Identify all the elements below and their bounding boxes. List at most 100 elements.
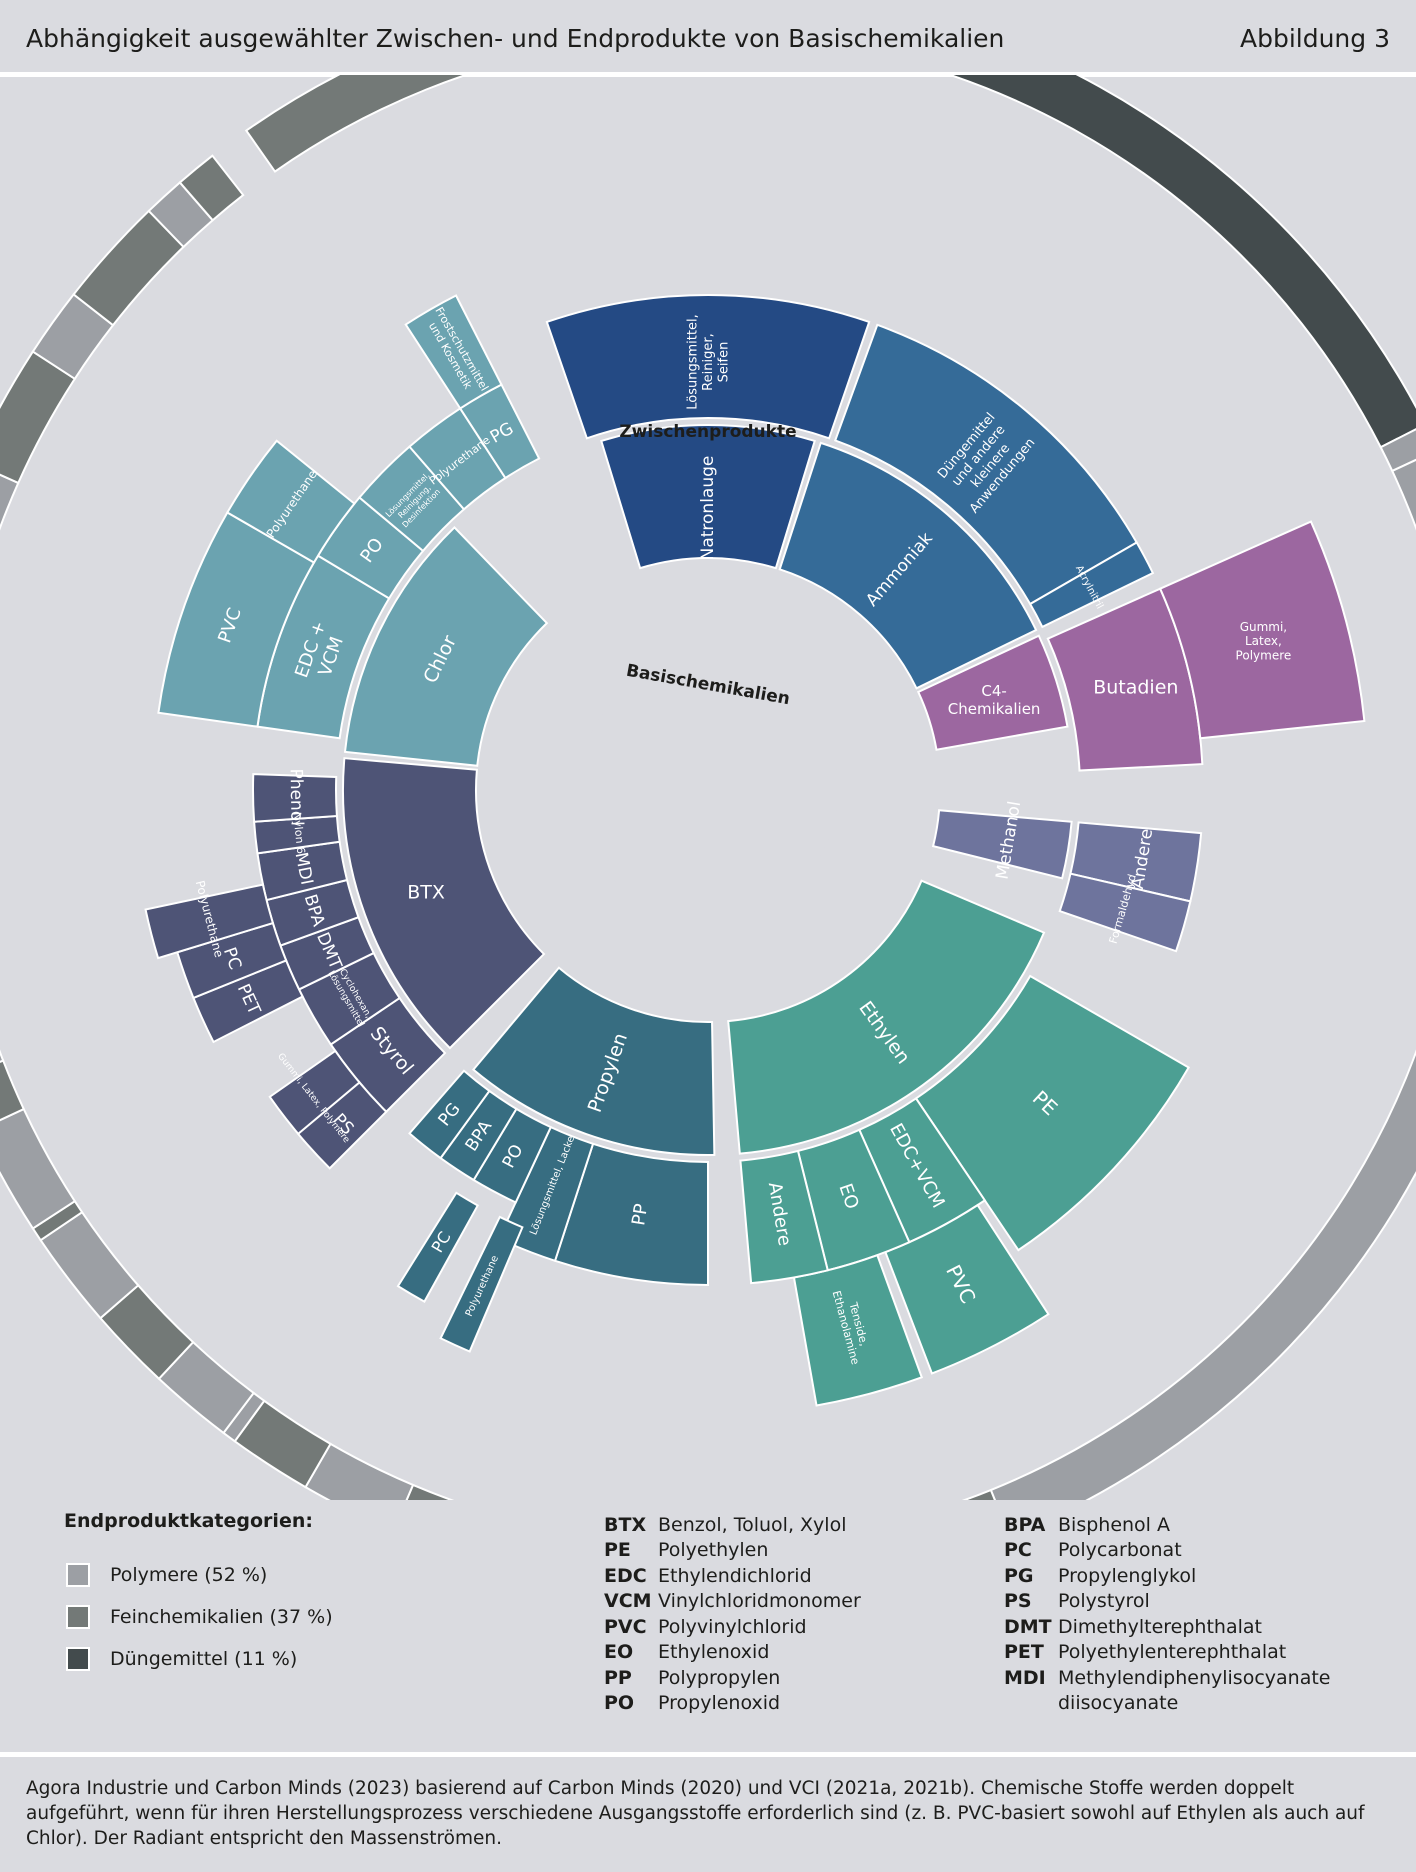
abbreviation-key: MDI <box>1004 1666 1046 1689</box>
header: Abhängigkeit ausgewählter Zwischen- und … <box>0 0 1416 72</box>
ring-label-zwischenprodukte: Zwischenprodukte <box>619 422 796 442</box>
abbreviation-row: PE Polyethylen <box>604 1538 861 1564</box>
legend-label: Düngemittel (11 %) <box>110 1648 298 1670</box>
endprodukt-segment <box>0 1049 5 1063</box>
endprodukt-segment <box>947 75 1416 449</box>
sector-ethylen <box>727 879 1046 1155</box>
abbreviation-row: PET Polyethylenterephthalat <box>1004 1640 1331 1666</box>
figure-number: Abbildung 3 <box>1239 24 1390 53</box>
endprodukt-segment <box>1390 458 1416 531</box>
abbreviation-value: Ethylenoxid <box>658 1641 770 1664</box>
abbreviation-key: PS <box>1004 1590 1032 1613</box>
abbreviation-key: PC <box>1004 1539 1032 1562</box>
sector-l-sungsmittel-reiniger-seifen <box>545 293 871 440</box>
abbreviation-row: BPA Bisphenol A <box>1004 1512 1331 1538</box>
abbreviation-key: PG <box>1004 1564 1034 1587</box>
legend-label: Polymere (52 %) <box>110 1564 268 1586</box>
segment-label: Lösungsmittel,Reiniger,Seifen <box>685 314 731 409</box>
abbreviation-value: Dimethylterephthalat <box>1058 1615 1262 1638</box>
abbreviation-value: Propylenoxid <box>658 1692 781 1715</box>
segment-label: BTX <box>407 881 445 903</box>
abbreviation-row: PG Propylenglykol <box>1004 1563 1331 1589</box>
abbreviation-value: Polystyrol <box>1058 1590 1150 1613</box>
center-hole <box>578 660 838 920</box>
sector-andere <box>739 1149 829 1285</box>
legend-item-feinchemikalien: Feinchemikalien (37 %) <box>64 1596 333 1638</box>
sector-propylen <box>471 966 716 1156</box>
segment-label: Natronlauge <box>698 456 718 561</box>
legend-label: Feinchemikalien (37 %) <box>110 1606 333 1628</box>
abbreviation-list-2: BPA Bisphenol A PC Polycarbonat PG Propylengl… <box>1004 1512 1331 1716</box>
abbreviation-value: Polyethylenterephthalat <box>1058 1641 1287 1664</box>
sector-pg <box>408 1069 491 1160</box>
abbreviation-row: DMT Dimethylterephthalat <box>1004 1614 1331 1640</box>
abbreviation-key: VCM <box>604 1590 652 1613</box>
abbreviation-row: PS Polystyrol <box>1004 1589 1331 1615</box>
abbreviation-row: diisocyanate <box>1004 1691 1331 1717</box>
sector-tenside-ethanolamine <box>792 1253 924 1407</box>
legend-item-duengemittel: Düngemittel (11 %) <box>64 1638 333 1680</box>
sector-natronlauge <box>600 424 816 570</box>
segment-label: Nylon 6 <box>290 811 307 854</box>
abbreviation-value: Polyvinylchlorid <box>658 1615 807 1638</box>
sector-ammoniak <box>778 441 1038 690</box>
abbreviation-key: EO <box>604 1641 634 1664</box>
sector-pe <box>914 974 1191 1252</box>
abbreviation-row: PC Polycarbonat <box>1004 1538 1331 1564</box>
endprodukt-segment <box>0 473 20 531</box>
sunburst-diagram: Natronlauge Lösungsmittel,Reiniger,Seifen… <box>0 75 1416 1500</box>
sector-acrylnitril <box>1028 541 1155 629</box>
abbreviation-row: EO Ethylenoxid <box>604 1640 861 1666</box>
sector-gummi-latex-polymere <box>1158 520 1366 740</box>
abbreviation-value: Polycarbonat <box>1058 1539 1182 1562</box>
abbreviation-key: PO <box>604 1692 635 1715</box>
sector-chlor <box>343 526 549 767</box>
sector-frostschutzmittel-und-kosmetik <box>404 294 503 410</box>
abbreviation-row: EDC Ethylendichlorid <box>604 1563 861 1589</box>
abbreviation-key: PP <box>604 1666 632 1689</box>
header-rule <box>0 72 1416 77</box>
legend-swatch <box>66 1647 90 1671</box>
abbreviation-value: Polypropylen <box>658 1666 781 1689</box>
abbreviation-value: Vinylchloridmonomer <box>658 1590 861 1613</box>
abbreviation-row: BTX Benzol, Toluol, Xylol <box>604 1512 861 1538</box>
segment-label: PP <box>628 1202 652 1227</box>
abbreviation-value: Ethylendichlorid <box>658 1564 812 1587</box>
abbreviation-key: DMT <box>1004 1615 1052 1638</box>
abbreviation-value: Methylendiphenylisocyanate <box>1058 1666 1331 1689</box>
abbreviation-row: VCM Vinylchloridmonomer <box>604 1589 861 1615</box>
endprodukt-segment <box>989 1049 1416 1500</box>
abbreviation-value: Benzol, Toluol, Xylol <box>658 1513 847 1536</box>
footer-rule <box>0 1752 1416 1757</box>
abbreviation-value: Propylenglykol <box>1058 1564 1197 1587</box>
sector-polyurethane <box>225 439 356 564</box>
sector-polyurethane <box>439 1215 524 1353</box>
abbreviation-row: PVC Polyvinylchlorid <box>604 1614 861 1640</box>
segment-label: Phenol <box>286 768 307 826</box>
legend-item-polymere: Polymere (52 %) <box>64 1554 333 1596</box>
abbreviation-value: Bisphenol A <box>1058 1513 1170 1536</box>
segment-label: Gummi, Latex, Polymere <box>1236 619 1292 662</box>
source-note: Agora Industrie und Carbon Minds (2023) … <box>26 1778 1365 1849</box>
sector-formaldehyd <box>1058 872 1192 953</box>
legend-title: Endproduktkategorien: <box>64 1510 313 1532</box>
abbreviation-row: PP Polypropylen <box>604 1665 861 1691</box>
endprodukt-segment <box>244 75 469 173</box>
legend-swatch <box>66 1605 90 1629</box>
sector-btx <box>342 757 546 1050</box>
endprodukt-segment <box>178 154 245 222</box>
abbreviation-key: PVC <box>604 1615 647 1638</box>
sector-c4-chemikalien <box>916 634 1069 751</box>
abbreviation-list-1: BTX Benzol, Toluol, Xylol PE Polyethylen EDC… <box>604 1512 861 1716</box>
abbreviation-key: PET <box>1004 1641 1044 1664</box>
abbreviation-key: PE <box>604 1539 631 1562</box>
segment-label: Butadien <box>1093 676 1178 698</box>
segment-label: C4-Chemikalien <box>948 681 1041 717</box>
sector-methanol <box>931 809 1073 880</box>
abbreviation-key: BTX <box>604 1513 647 1536</box>
abbreviation-key: BPA <box>1004 1513 1046 1536</box>
abbreviation-key: EDC <box>604 1564 647 1587</box>
sector-ps <box>296 1081 388 1170</box>
abbreviation-value: diisocyanate <box>1058 1692 1179 1715</box>
sector-pvc <box>884 1203 1050 1375</box>
